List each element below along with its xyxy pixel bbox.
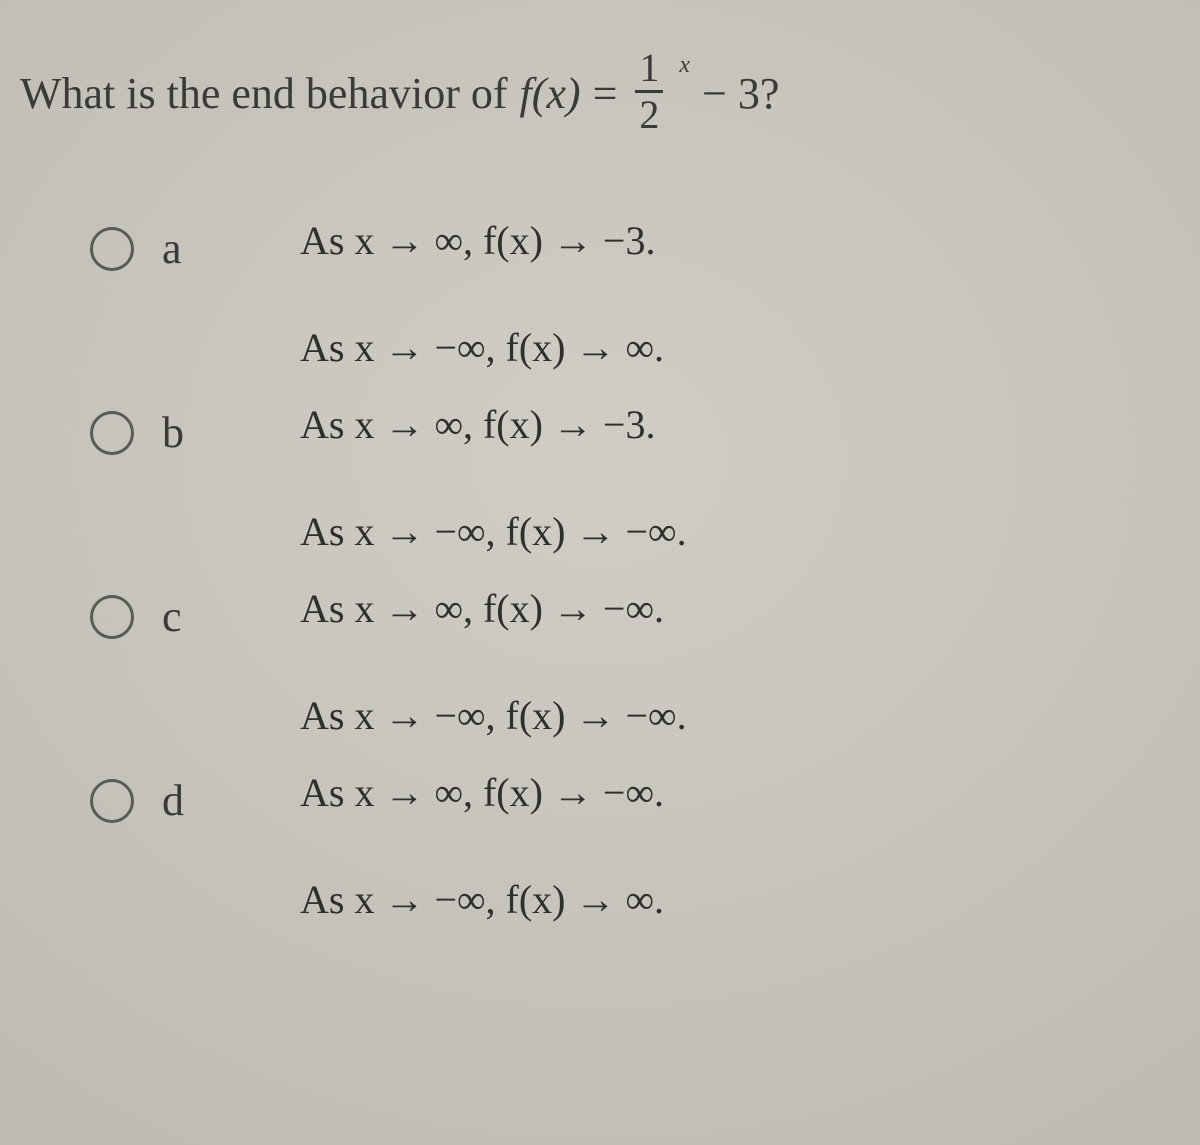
options-list: a As x → ∞, f(x) → −3. As x → −∞, f(x) →… <box>90 217 1180 953</box>
radio-wrap-d[interactable]: d <box>90 775 230 826</box>
option-c-line-1: As x → ∞, f(x) → −∞. <box>300 585 687 632</box>
option-c-line-2: As x → −∞, f(x) → −∞. <box>300 692 687 739</box>
option-d-line-1: As x → ∞, f(x) → −∞. <box>300 769 664 816</box>
question-text: What is the end behavior of f(x) = 1 2 x… <box>20 50 1180 137</box>
radio-d[interactable] <box>90 779 134 823</box>
question-func: f(x) <box>520 63 581 125</box>
option-a[interactable]: a As x → ∞, f(x) → −3. As x → −∞, f(x) →… <box>90 217 1180 371</box>
option-label-b: b <box>162 407 184 458</box>
option-c-lines: As x → ∞, f(x) → −∞. As x → −∞, f(x) → −… <box>300 585 687 739</box>
option-b-lines: As x → ∞, f(x) → −3. As x → −∞, f(x) → −… <box>300 401 687 555</box>
radio-b[interactable] <box>90 411 134 455</box>
fraction-numerator: 1 <box>635 48 663 90</box>
radio-wrap-a[interactable]: a <box>90 223 230 274</box>
option-a-line-2: As x → −∞, f(x) → ∞. <box>300 324 664 371</box>
option-label-d: d <box>162 775 184 826</box>
radio-c[interactable] <box>90 595 134 639</box>
question-equals: = <box>593 63 618 125</box>
option-d-lines: As x → ∞, f(x) → −∞. As x → −∞, f(x) → ∞… <box>300 769 664 923</box>
option-d-line-2: As x → −∞, f(x) → ∞. <box>300 876 664 923</box>
radio-a[interactable] <box>90 227 134 271</box>
quiz-page: What is the end behavior of f(x) = 1 2 x… <box>0 0 1200 1145</box>
fraction-denominator: 2 <box>635 90 663 135</box>
option-a-line-1: As x → ∞, f(x) → −3. <box>300 217 664 264</box>
option-d[interactable]: d As x → ∞, f(x) → −∞. As x → −∞, f(x) →… <box>90 769 1180 923</box>
question-prefix: What is the end behavior of <box>20 63 508 125</box>
option-label-a: a <box>162 223 182 274</box>
option-label-c: c <box>162 591 182 642</box>
option-b-line-2: As x → −∞, f(x) → −∞. <box>300 508 687 555</box>
question-fraction: 1 2 <box>635 48 663 135</box>
question-exponent: x <box>679 49 690 83</box>
option-a-lines: As x → ∞, f(x) → −3. As x → −∞, f(x) → ∞… <box>300 217 664 371</box>
question-suffix: − 3? <box>702 63 779 125</box>
option-b-line-1: As x → ∞, f(x) → −3. <box>300 401 687 448</box>
radio-wrap-b[interactable]: b <box>90 407 230 458</box>
radio-wrap-c[interactable]: c <box>90 591 230 642</box>
option-c[interactable]: c As x → ∞, f(x) → −∞. As x → −∞, f(x) →… <box>90 585 1180 739</box>
option-b[interactable]: b As x → ∞, f(x) → −3. As x → −∞, f(x) →… <box>90 401 1180 555</box>
